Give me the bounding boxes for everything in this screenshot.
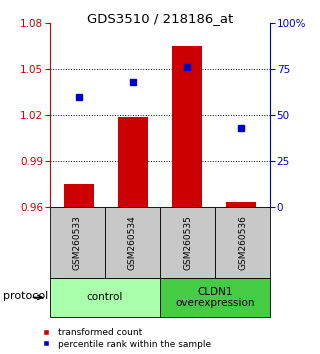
Text: GDS3510 / 218186_at: GDS3510 / 218186_at xyxy=(87,12,233,25)
Text: GSM260534: GSM260534 xyxy=(128,215,137,270)
Text: control: control xyxy=(87,292,123,302)
Legend: transformed count, percentile rank within the sample: transformed count, percentile rank withi… xyxy=(36,327,212,349)
Text: GSM260533: GSM260533 xyxy=(73,215,82,270)
Bar xyxy=(118,116,148,207)
Bar xyxy=(226,202,256,207)
Text: GSM260535: GSM260535 xyxy=(183,215,192,270)
Text: protocol: protocol xyxy=(3,291,48,301)
Text: CLDN1
overexpression: CLDN1 overexpression xyxy=(175,286,255,308)
Bar xyxy=(64,184,94,207)
Text: GSM260536: GSM260536 xyxy=(238,215,247,270)
Bar xyxy=(172,46,202,207)
